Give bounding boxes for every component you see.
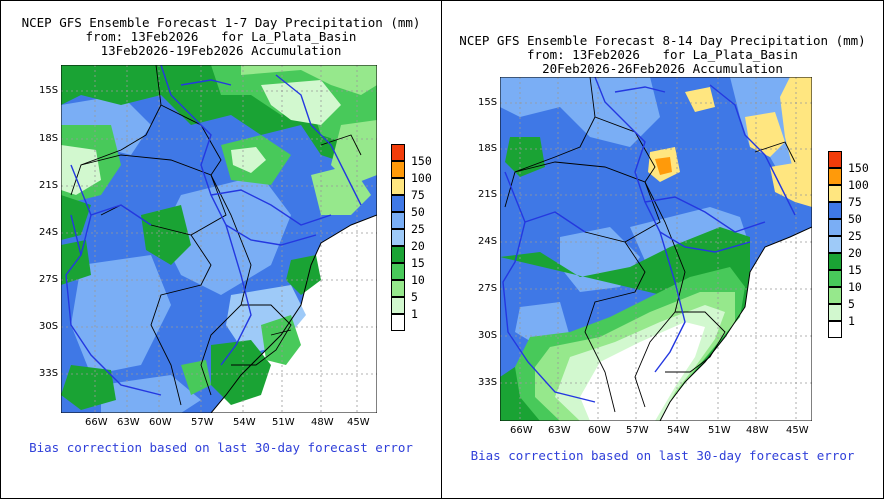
colorbar-label: 20 (848, 246, 862, 260)
left-lon-57w: 57W (191, 417, 214, 428)
left-precip-map (61, 65, 377, 413)
colorbar-swatch (391, 161, 405, 178)
colorbar-swatch (391, 195, 405, 212)
right-ocean (660, 227, 812, 421)
left-lat-27s: 27S (39, 274, 59, 285)
colorbar-swatch (828, 287, 842, 304)
left-lat-18s: 18S (39, 133, 59, 144)
right-lat-15s: 15S (478, 97, 498, 108)
colorbar-label: 150 (411, 154, 432, 168)
left-lat-21s: 21S (39, 180, 59, 191)
colorbar-swatch (391, 280, 405, 297)
right-coastline (659, 226, 812, 421)
colorbar-swatch (828, 253, 842, 270)
colorbar-label: 50 (411, 205, 425, 219)
colorbar-label: 10 (411, 273, 425, 287)
colorbar-swatch (828, 236, 842, 253)
left-lon-54w: 54W (233, 417, 256, 428)
right-lat-27s: 27S (478, 283, 498, 294)
right-lon-66w: 66W (510, 425, 533, 436)
colorbar-label: 100 (848, 178, 869, 192)
colorbar-swatch (828, 168, 842, 185)
colorbar-swatch (391, 314, 405, 331)
left-lat-24s: 24S (39, 227, 59, 238)
colorbar-swatch (828, 151, 842, 168)
left-lat-33s: 33S (39, 368, 59, 379)
right-lon-57w: 57W (626, 425, 649, 436)
colorbar-swatch (828, 270, 842, 287)
colorbar-label: 100 (411, 171, 432, 185)
right-lon-51w: 51W (708, 425, 731, 436)
colorbar-label: 25 (411, 222, 425, 236)
left-title-line3: 13Feb2026-19Feb2026 Accumulation (100, 43, 342, 58)
right-footer-note: Bias correction based on last 30-day for… (470, 448, 855, 463)
left-map-panel: NCEP GFS Ensemble Forecast 1-7 Day Preci… (0, 0, 442, 499)
colorbar-label: 15 (848, 263, 862, 277)
left-lon-63w: 63W (117, 417, 140, 428)
colorbar-label: 75 (411, 188, 425, 202)
left-lon-48w: 48W (311, 417, 334, 428)
left-lat-15s: 15S (39, 85, 59, 96)
colorbar-swatch (391, 144, 405, 161)
colorbar-swatch (391, 297, 405, 314)
right-map-panel: NCEP GFS Ensemble Forecast 8-14 Day Prec… (441, 0, 884, 499)
right-title-line2: from: 13Feb2026 for La_Plata_Basin (527, 47, 798, 62)
colorbar-label: 75 (848, 195, 862, 209)
colorbar-label: 10 (848, 280, 862, 294)
colorbar-swatch (828, 321, 842, 338)
right-lon-48w: 48W (746, 425, 769, 436)
right-lon-63w: 63W (548, 425, 571, 436)
colorbar-label: 50 (848, 212, 862, 226)
left-lon-45w: 45W (347, 417, 370, 428)
colorbar-label: 1 (848, 314, 855, 328)
colorbar-swatch (391, 263, 405, 280)
right-title-line3: 20Feb2026-26Feb2026 Accumulation (542, 61, 783, 76)
colorbar-label: 5 (411, 290, 418, 304)
right-lat-21s: 21S (478, 189, 498, 200)
colorbar-label: 5 (848, 297, 855, 311)
left-title-line2: from: 13Feb2026 for La_Plata_Basin (85, 29, 357, 44)
colorbar-label: 20 (411, 239, 425, 253)
colorbar-swatch (828, 202, 842, 219)
colorbar-label: 150 (848, 161, 869, 175)
colorbar-label: 1 (411, 307, 418, 321)
colorbar-swatch (828, 185, 842, 202)
left-footer-note: Bias correction based on last 30-day for… (29, 440, 413, 455)
right-lon-54w: 54W (667, 425, 690, 436)
left-coastline (210, 214, 377, 413)
left-lon-60w: 60W (149, 417, 172, 428)
right-lat-33s: 33S (478, 377, 498, 388)
colorbar-swatch (828, 304, 842, 321)
right-title-line1: NCEP GFS Ensemble Forecast 8-14 Day Prec… (459, 33, 866, 48)
colorbar-swatch (391, 229, 405, 246)
colorbar-swatch (828, 219, 842, 236)
left-lon-51w: 51W (272, 417, 295, 428)
left-lat-30s: 30S (39, 321, 59, 332)
right-lat-24s: 24S (478, 236, 498, 247)
colorbar-swatch (391, 178, 405, 195)
right-lat-30s: 30S (478, 330, 498, 341)
left-title-line1: NCEP GFS Ensemble Forecast 1-7 Day Preci… (21, 15, 421, 30)
right-lon-45w: 45W (786, 425, 809, 436)
left-lon-66w: 66W (85, 417, 108, 428)
right-lon-60w: 60W (588, 425, 611, 436)
right-precip-map (500, 77, 812, 421)
colorbar-swatch (391, 212, 405, 229)
right-lat-18s: 18S (478, 143, 498, 154)
colorbar-label: 15 (411, 256, 425, 270)
colorbar-label: 25 (848, 229, 862, 243)
colorbar-swatch (391, 246, 405, 263)
